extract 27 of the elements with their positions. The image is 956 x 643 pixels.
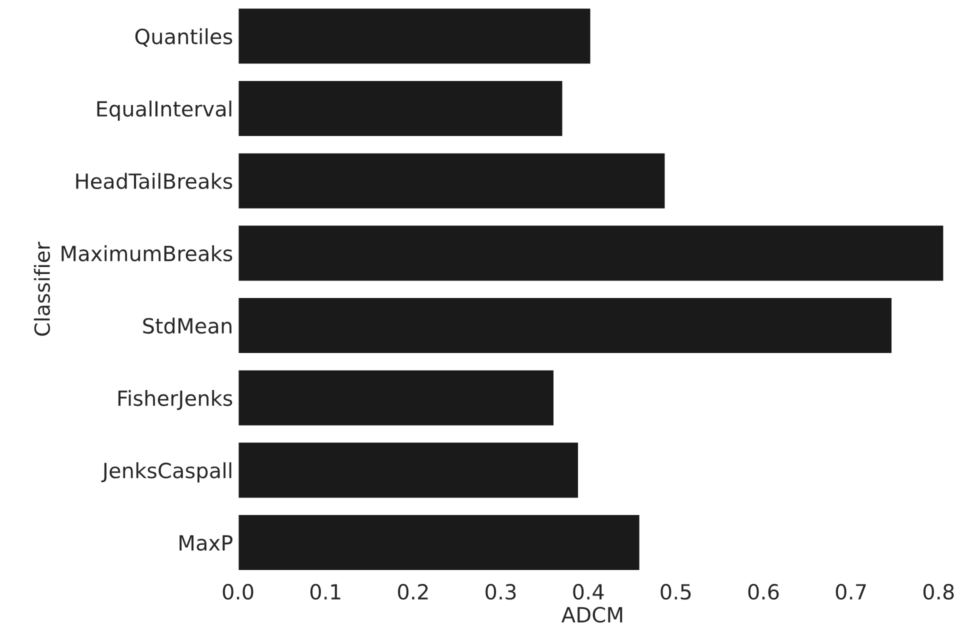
y-tick-label: MaxP xyxy=(180,535,232,551)
y-tick-label: JenksCaspall xyxy=(101,462,232,482)
bar xyxy=(238,7,592,66)
x-tick-label: 0.3 xyxy=(486,584,516,600)
x-tick-label: 0.1 xyxy=(310,584,340,600)
y-axis-title: Classifier xyxy=(34,242,50,336)
y-tick-label: Quantiles xyxy=(135,28,232,47)
y-tick-label: MaximumBreaks xyxy=(62,245,232,262)
x-axis-title: ADCM xyxy=(561,606,622,623)
x-tick-label: 0.2 xyxy=(398,584,428,600)
bar xyxy=(238,224,945,282)
x-tick-label: 0.8 xyxy=(923,584,954,600)
x-tick-label: 0.0 xyxy=(222,584,254,600)
x-tick-label: 0.6 xyxy=(748,584,779,600)
bar xyxy=(238,514,641,572)
y-tick-label: StdMean xyxy=(143,318,232,334)
y-tick-label: FisherJenks xyxy=(118,390,232,410)
x-tick-label: 0.4 xyxy=(573,584,604,600)
y-tick-label: HeadTailBreaks xyxy=(76,172,232,190)
x-tick-label: 0.7 xyxy=(836,584,866,600)
bar xyxy=(238,152,666,210)
x-tick-label: 0.5 xyxy=(660,584,691,600)
bar xyxy=(238,80,564,138)
bar xyxy=(238,368,555,427)
y-tick-label: EqualInterval xyxy=(97,100,232,121)
bar xyxy=(238,441,580,500)
bar xyxy=(238,296,893,354)
